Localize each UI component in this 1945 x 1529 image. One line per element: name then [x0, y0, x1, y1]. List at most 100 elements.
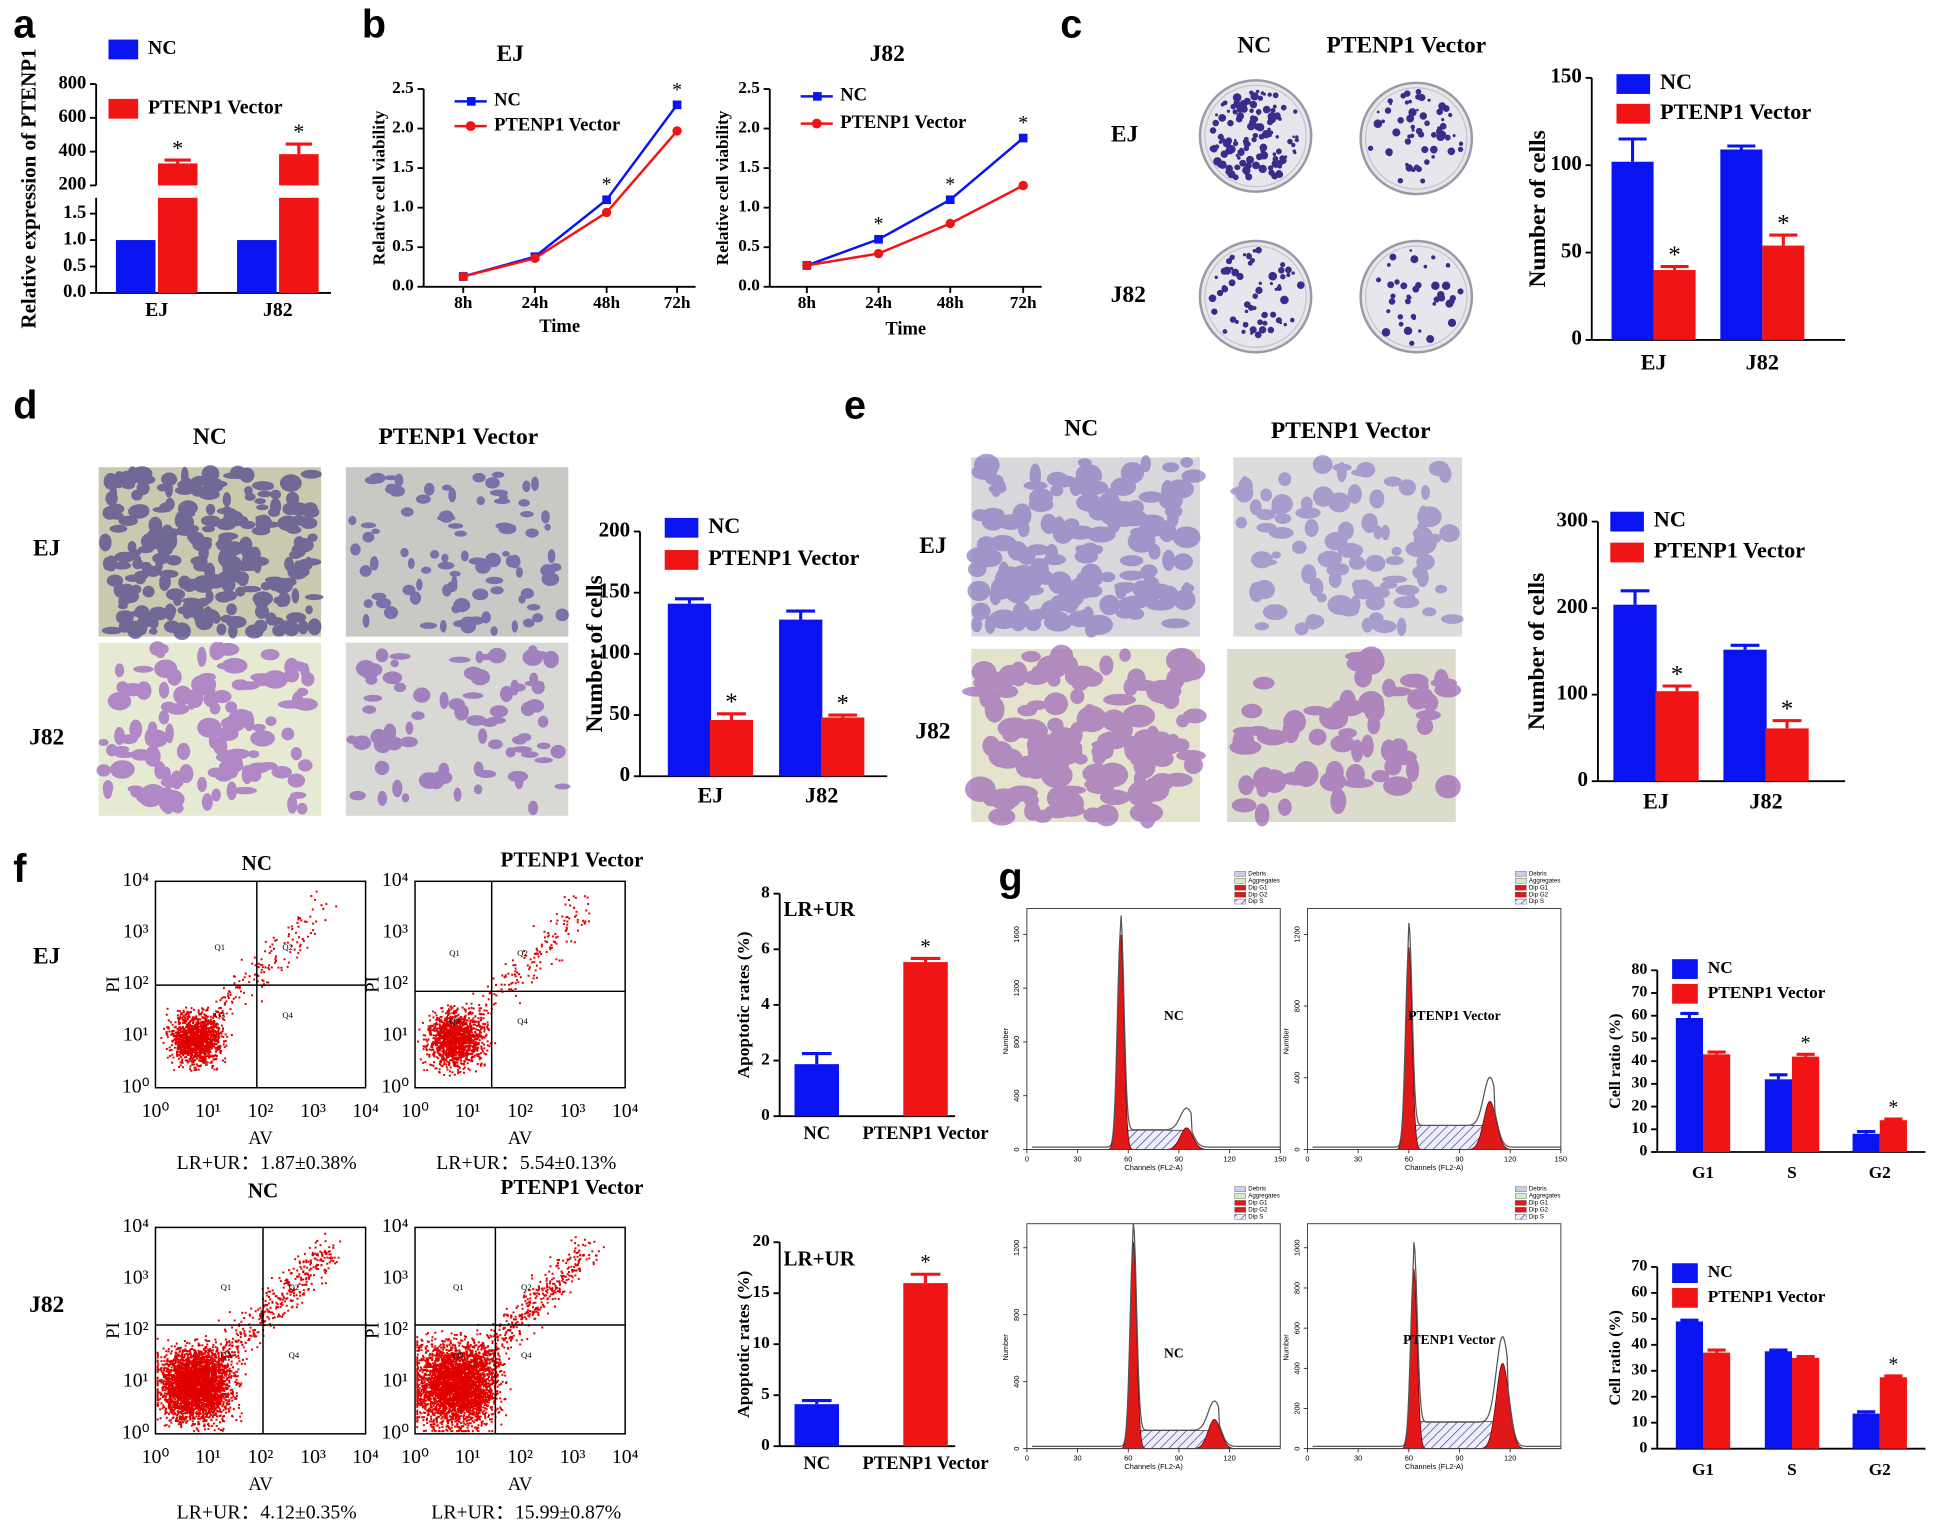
legend-swatch [1616, 74, 1651, 94]
histogram-x-tick-label: 90 [1175, 1453, 1183, 1462]
histogram-legend-label: Debris [1529, 1186, 1547, 1193]
y-tick-label: 10 [752, 1333, 769, 1352]
petri-dish [1359, 81, 1474, 196]
flow-x-tick-label: 10³ [560, 1100, 586, 1122]
error-bar [801, 1052, 832, 1065]
error-bar [828, 713, 858, 718]
x-tick-label: 24h [865, 293, 892, 312]
error-bar [285, 142, 313, 155]
panel-letter: f [13, 847, 27, 891]
histogram-y-tick-label: 1200 [1012, 1240, 1021, 1256]
flow-row-label: J82 [29, 1292, 64, 1318]
significance-star: * [172, 135, 183, 160]
histogram-x-label: Channels (FL2-A) [1124, 1462, 1182, 1471]
histogram-x-tick-label: 0 [1025, 1154, 1029, 1163]
quadrant-label: Q4 [289, 1350, 300, 1360]
quadrant-label: Q2 [289, 1282, 300, 1292]
histogram-legend-swatch [1515, 1214, 1527, 1220]
flow-plot-title: NC [248, 1179, 278, 1203]
flow-y-tick-label: 10¹ [123, 1370, 149, 1392]
image-column-label: PTENP1 Vector [1327, 32, 1487, 58]
histogram-legend-label: Dip S [1529, 1213, 1544, 1220]
flow-y-tick-label: 10⁰ [381, 1421, 409, 1443]
y-tick-label: 50 [1561, 238, 1582, 262]
flow-events [160, 890, 338, 1072]
x-axis-label: Time [885, 318, 926, 339]
quadrant-label: Q1 [214, 942, 225, 952]
histogram-y-label: Number [1001, 1027, 1010, 1054]
chart-title: J82 [870, 41, 905, 67]
petri-dish [1359, 239, 1474, 354]
significance-star: * [1888, 1097, 1898, 1119]
flow-x-tick-label: 10⁴ [352, 1446, 379, 1468]
significance-star: * [945, 174, 955, 196]
quadrant-label: Q4 [282, 1010, 293, 1020]
error-bar [1707, 1050, 1726, 1055]
chart-title: LR+UR [783, 1247, 855, 1271]
bar [903, 1283, 948, 1447]
histogram-y-tick-label: 1000 [1293, 1240, 1302, 1256]
x-tick-label: S [1787, 1460, 1797, 1479]
x-tick-label: 24h [521, 293, 548, 312]
significance-star: * [920, 1250, 931, 1274]
flow-x-tick-label: 10⁴ [612, 1100, 639, 1122]
x-tick-label: 48h [937, 293, 964, 312]
line-marker [672, 126, 682, 136]
histogram-legend-label: Aggregates [1248, 877, 1280, 884]
line-marker [602, 195, 611, 205]
stained-cells [99, 465, 324, 641]
legend-swatch [108, 39, 139, 60]
line-series [462, 130, 679, 278]
y-tick-label: 150 [599, 579, 631, 603]
histogram-y-tick-label: 1200 [1012, 980, 1021, 996]
image-row-label: EJ [1111, 121, 1139, 147]
significance-star: * [1888, 1354, 1898, 1376]
error-bar [675, 597, 704, 604]
y-axis-label: Relative cell viability [713, 110, 732, 265]
x-tick-label: EJ [1641, 350, 1667, 375]
legend-swatch [1610, 542, 1644, 563]
histogram-legend-swatch [1515, 1186, 1527, 1192]
x-tick-label: NC [803, 1123, 830, 1144]
line-marker [672, 100, 682, 110]
image-row-label: J82 [1111, 282, 1146, 308]
flow-x-tick-label: 10¹ [195, 1446, 221, 1468]
x-tick-label: 48h [593, 293, 620, 312]
histogram-frame [1306, 908, 1562, 1151]
error-bar [1662, 684, 1692, 692]
histogram-x-tick-label: 90 [1455, 1453, 1463, 1462]
histogram-x-tick-label: 30 [1354, 1453, 1362, 1462]
legend-label: NC [708, 513, 740, 538]
x-tick-label: 8h [798, 293, 817, 312]
histogram-label: PTENP1 Vector [1408, 1008, 1500, 1023]
histogram-x-tick-label: 0 [1025, 1453, 1029, 1462]
histogram-legend-swatch [1515, 1207, 1527, 1213]
y-tick-label: 2.0 [392, 118, 414, 137]
histogram-x-label: Channels (FL2-A) [1405, 1462, 1463, 1471]
histogram-legend-swatch [1515, 871, 1527, 877]
histogram-y-tick-label: 0 [1012, 1447, 1021, 1451]
histogram-legend-label: Dip G2 [1248, 1206, 1268, 1213]
histogram-x-label: Channels (FL2-A) [1124, 1163, 1182, 1172]
error-bar [1730, 643, 1760, 650]
x-tick-label: EJ [1643, 789, 1669, 814]
histogram-x-tick-label: 120 [1504, 1154, 1516, 1163]
image-column-label: NC [1064, 416, 1098, 442]
y-tick-label: 200 [599, 517, 631, 541]
x-tick-label: S [1787, 1163, 1797, 1182]
histogram-x-tick-label: 60 [1405, 1453, 1413, 1462]
bar [1764, 1351, 1793, 1449]
histogram-y-label: Number [1281, 1027, 1290, 1054]
flow-x-tick-label: 10² [507, 1100, 533, 1122]
histogram-outline [1312, 922, 1561, 1148]
image-row-label: J82 [915, 718, 950, 744]
histogram-y-tick-label: 200 [1293, 1402, 1302, 1414]
histogram-legend-swatch [1234, 1193, 1246, 1199]
bar [1879, 1120, 1907, 1153]
bar [1703, 1352, 1731, 1449]
histogram-legend-swatch [1234, 878, 1246, 884]
y-tick-label: 0 [761, 1435, 770, 1454]
histogram-y-tick-label: 400 [1293, 1362, 1302, 1374]
bar [1792, 1357, 1820, 1449]
